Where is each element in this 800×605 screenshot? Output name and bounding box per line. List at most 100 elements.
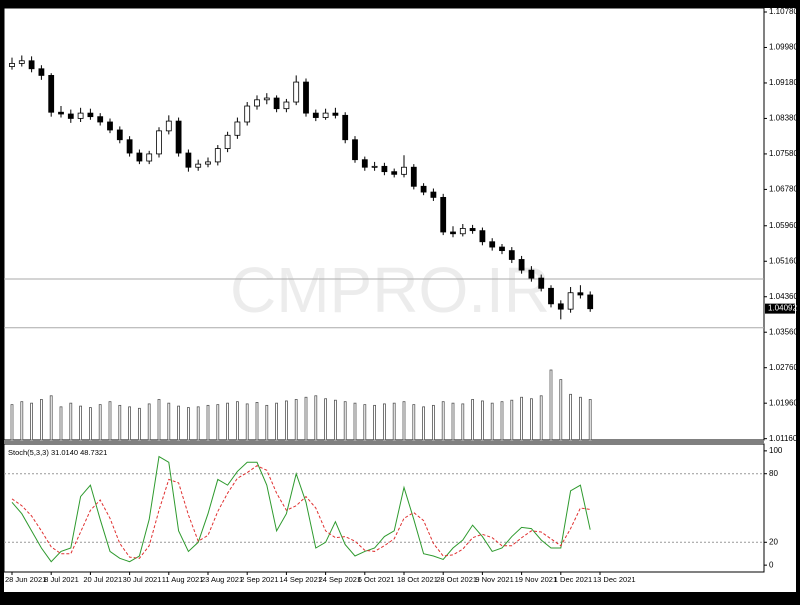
volume-bar [226, 402, 230, 441]
stoch-tick-label: 0 [769, 560, 774, 569]
candle-body [459, 228, 466, 235]
y-tick-label: 1.08380 [769, 114, 798, 123]
y-tick-label: 1.06780 [769, 185, 798, 194]
volume-bar [167, 402, 171, 441]
candle-body [381, 165, 388, 173]
x-tick-label: 1 Dec 2021 [554, 575, 592, 584]
candle-body [48, 75, 55, 113]
candle-body [146, 153, 153, 162]
volume-bar [569, 393, 572, 441]
candle-body [352, 139, 358, 161]
candle-body [508, 250, 515, 260]
x-tick-label: 19 Nov 2021 [515, 575, 558, 584]
volume-bar [275, 402, 279, 441]
candle-body [430, 191, 437, 198]
volume-bar [147, 403, 151, 441]
y-tick-label: 1.02760 [769, 363, 798, 372]
volume-bar [294, 399, 298, 441]
volume-bar [304, 396, 308, 441]
candle-body [205, 161, 211, 165]
candle-body [77, 112, 84, 119]
y-tick-label: 1.05160 [769, 256, 798, 265]
volume-bar [324, 398, 328, 441]
candle-body [401, 166, 407, 175]
candle-body [557, 303, 564, 310]
x-tick-label: 11 Aug 2021 [162, 575, 204, 584]
volume-bar [89, 407, 92, 441]
volume-bar [422, 406, 426, 441]
y-tick-label: 1.09180 [769, 78, 798, 87]
volume-bar [333, 399, 337, 441]
volume-bar [157, 399, 161, 441]
volume-bar [245, 403, 249, 441]
candle-body [479, 230, 486, 243]
candle-body [322, 112, 329, 118]
stoch-panel [3, 443, 765, 573]
candle-body [371, 165, 378, 168]
volume-bar [137, 407, 141, 441]
volume-bar [402, 401, 406, 441]
stoch-title: Stoch(5,3,3) 31.0140 48.7321 [8, 448, 107, 457]
candle-body [165, 120, 172, 132]
candle-body [175, 120, 182, 154]
candle-body [9, 63, 15, 67]
volume-bar [206, 404, 210, 441]
candle-body [587, 294, 594, 310]
candle-body [116, 129, 123, 141]
candle-body [450, 231, 456, 235]
last-price-box [765, 303, 795, 314]
candle-body [28, 60, 35, 70]
y-tick-label: 1.10780 [769, 7, 798, 16]
volume-bar [216, 404, 220, 441]
volume-bar [284, 400, 288, 441]
volume-bar [108, 401, 112, 441]
canvas [4, 8, 796, 592]
x-tick-label: 18 Oct 2021 [397, 575, 438, 584]
volume-bar [500, 401, 504, 441]
volume-bar [353, 402, 357, 441]
x-tick-label: 13 Dec 2021 [593, 575, 636, 584]
volume-bar [539, 395, 543, 441]
candle-body [489, 241, 496, 248]
x-tick-label: 9 Nov 2021 [475, 575, 513, 584]
volume-bar [177, 405, 181, 441]
candle-body [361, 159, 368, 168]
candle-body [538, 277, 545, 289]
volume-bar [520, 396, 523, 441]
volume-bar [186, 407, 190, 441]
volume-bar [98, 404, 102, 441]
volume-bar [30, 402, 34, 441]
candle-body [214, 148, 221, 163]
candle-body [136, 152, 143, 162]
stoch-tick-label: 80 [769, 469, 778, 478]
volume-bar [49, 395, 53, 441]
stoch-tick-label: 100 [769, 446, 783, 455]
volume-bar [549, 369, 553, 441]
x-tick-label: 23 Aug 2021 [201, 575, 243, 584]
volume-bar [196, 406, 200, 441]
candle-body [391, 171, 398, 175]
volume-bar [510, 399, 514, 441]
stoch-tick-label: 20 [769, 537, 778, 546]
candle-body [97, 116, 104, 123]
volume-bar [363, 404, 367, 441]
candle-body [342, 114, 349, 141]
candle-body [410, 166, 417, 187]
x-tick-label: 28 Oct 2021 [436, 575, 477, 584]
candle-body [499, 246, 505, 252]
candle-body [469, 228, 476, 232]
candle-body [263, 97, 270, 101]
volume-bar [10, 404, 14, 441]
y-tick-label: 1.03560 [769, 327, 798, 336]
volume-bar [59, 406, 63, 441]
candle-body [185, 152, 192, 168]
candle-body [528, 269, 535, 279]
volume-bar [471, 399, 475, 441]
candle-body [18, 60, 25, 64]
y-tick-label: 1.01960 [769, 398, 798, 407]
candle-body [244, 105, 251, 123]
x-tick-label: 6 Oct 2021 [358, 575, 395, 584]
candle-body [420, 185, 427, 193]
candle-body [107, 121, 113, 131]
